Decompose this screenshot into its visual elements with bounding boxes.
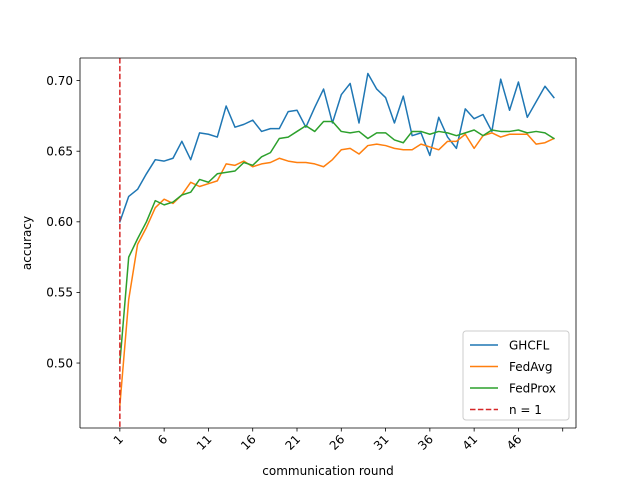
legend-box <box>462 330 570 421</box>
series-line-ghcfl <box>118 72 555 223</box>
y-tick-label: 0.55 <box>46 286 73 300</box>
legend-label: FedProx <box>509 381 556 395</box>
legend-label: FedAvg <box>509 360 552 374</box>
y-axis-ticks: 0.50 0.55 0.60 0.65 0.70 <box>46 74 80 370</box>
legend: GHCFL FedAvg FedProx n = 1 <box>462 330 570 421</box>
y-tick-label: 0.50 <box>46 356 73 370</box>
x-axis-label: communication round <box>262 464 393 478</box>
legend-label: GHCFL <box>509 338 550 352</box>
y-axis-label: accuracy <box>20 216 34 270</box>
y-tick-label: 0.65 <box>46 145 73 159</box>
series-line-fedavg <box>119 132 555 407</box>
legend-label: n = 1 <box>509 403 542 417</box>
legend-entries: GHCFL FedAvg FedProx n = 1 <box>470 338 556 417</box>
y-tick-label: 0.70 <box>46 74 73 88</box>
series-line-fedprox <box>119 120 555 364</box>
y-tick-label: 0.60 <box>46 215 73 229</box>
series-layer <box>118 72 555 407</box>
plot-frame <box>79 57 577 429</box>
